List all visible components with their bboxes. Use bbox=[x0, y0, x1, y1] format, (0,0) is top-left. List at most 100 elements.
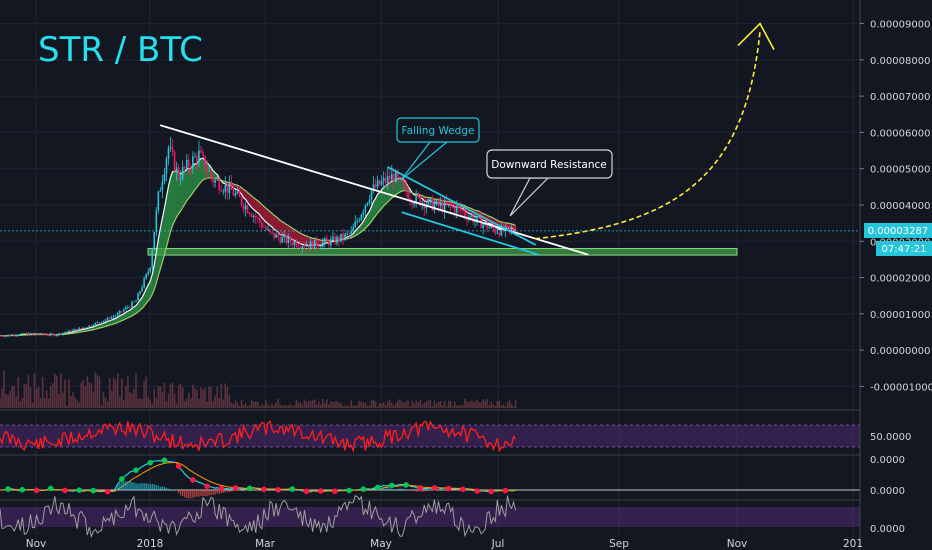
macd-histogram-bar bbox=[472, 490, 474, 492]
candle-body bbox=[129, 307, 131, 308]
candle-body bbox=[384, 177, 387, 183]
macd-histogram-bar bbox=[165, 487, 168, 490]
downward-resistance-label: Downward Resistance bbox=[491, 159, 607, 171]
price-tick-label: 0.00004000 bbox=[870, 201, 930, 212]
price-tick-label: 0.00005000 bbox=[870, 165, 930, 176]
macd-cross-dot bbox=[460, 486, 466, 493]
candle-body bbox=[338, 236, 340, 242]
volume-bar bbox=[299, 402, 302, 408]
candle-body bbox=[261, 222, 263, 228]
rsi-pane bbox=[0, 409, 860, 454]
candle-body bbox=[360, 214, 363, 221]
volume-bar bbox=[238, 405, 241, 408]
volume-bar bbox=[470, 400, 472, 408]
price-tick-label: 0.00008000 bbox=[870, 56, 930, 67]
candle-body bbox=[427, 199, 430, 205]
macd-cross-dot bbox=[317, 488, 324, 494]
candle-body bbox=[131, 301, 133, 308]
macd-histogram-bar bbox=[123, 481, 125, 490]
falling-wedge-callout[interactable]: Falling Wedge bbox=[396, 117, 480, 181]
candle-body bbox=[397, 171, 399, 178]
volume-bar bbox=[336, 400, 338, 408]
candle-body bbox=[350, 231, 352, 235]
volume-bar bbox=[328, 404, 330, 408]
candle-body bbox=[230, 182, 233, 190]
volume-bar bbox=[496, 401, 499, 408]
candle-body bbox=[388, 175, 391, 180]
volume-bar bbox=[104, 397, 107, 408]
rsi-line bbox=[0, 420, 517, 454]
volume-bar bbox=[192, 384, 194, 408]
candle-body bbox=[118, 311, 121, 314]
volume-bar bbox=[224, 383, 227, 408]
macd-histogram-bar bbox=[119, 483, 121, 490]
volume-bar bbox=[141, 398, 143, 408]
candle-body bbox=[462, 211, 464, 212]
candle-body bbox=[382, 177, 385, 182]
candle-body bbox=[194, 156, 196, 158]
ribbon-segment bbox=[267, 209, 270, 226]
ribbon-segment bbox=[190, 165, 193, 196]
ribbon-segment bbox=[121, 313, 124, 321]
macd-cross-dot bbox=[332, 488, 338, 495]
volume-bar bbox=[242, 404, 245, 408]
candle-body bbox=[336, 236, 338, 244]
candle-body bbox=[439, 203, 442, 206]
volume-bar bbox=[295, 400, 298, 408]
candle-body bbox=[265, 227, 267, 230]
macd-signal-line bbox=[0, 462, 516, 492]
candle-body bbox=[41, 333, 44, 335]
volume-bar bbox=[380, 403, 383, 408]
macd-histogram-bar bbox=[151, 483, 153, 490]
candle-body bbox=[218, 179, 221, 191]
candle-body bbox=[125, 307, 127, 310]
candle-body bbox=[344, 233, 346, 239]
volume-bar bbox=[313, 399, 316, 408]
candle-body bbox=[232, 189, 235, 196]
candle-body bbox=[354, 221, 357, 228]
ribbon-segment bbox=[148, 281, 151, 301]
candle-body bbox=[250, 214, 253, 217]
downward-resistance-callout[interactable]: Downward Resistance bbox=[486, 149, 613, 217]
candle-body bbox=[49, 333, 52, 336]
macd-histogram-bar bbox=[182, 490, 184, 497]
macd-cross-dot bbox=[289, 486, 296, 492]
volume-histogram bbox=[0, 370, 517, 408]
candle-body bbox=[453, 207, 456, 213]
candle-body bbox=[248, 213, 251, 215]
candle-body bbox=[364, 205, 367, 212]
candle-body bbox=[334, 236, 336, 244]
volume-bar bbox=[425, 401, 428, 408]
ribbon-segment bbox=[284, 222, 287, 237]
volume-bar bbox=[275, 402, 277, 408]
candle-body bbox=[206, 169, 208, 172]
candle-body bbox=[494, 228, 497, 234]
macd-histogram-bar bbox=[98, 490, 101, 491]
volume-bar bbox=[171, 382, 174, 408]
candle-body bbox=[137, 293, 139, 301]
ribbon-segment bbox=[170, 171, 173, 232]
macd-histogram-bar bbox=[484, 490, 486, 491]
candle-body bbox=[321, 242, 324, 247]
volume-bar bbox=[393, 405, 395, 408]
ribbon-segment bbox=[243, 189, 246, 200]
volume-bar bbox=[143, 381, 145, 408]
volume-bar bbox=[51, 383, 54, 408]
candle-body bbox=[244, 205, 247, 210]
volume-bar bbox=[297, 402, 300, 408]
macd-histogram-bar bbox=[344, 489, 346, 490]
macd-cross-dot bbox=[388, 482, 395, 489]
macd-histogram-bar bbox=[431, 490, 434, 491]
volume-bar bbox=[175, 403, 178, 408]
macd-histogram-bar bbox=[232, 490, 235, 491]
candle-body bbox=[96, 322, 99, 323]
candle-body bbox=[47, 335, 50, 336]
macd-histogram-bar bbox=[480, 490, 482, 491]
volume-bar bbox=[49, 385, 52, 408]
candle-body bbox=[163, 173, 166, 182]
volume-bar bbox=[118, 396, 121, 408]
volume-bar bbox=[348, 406, 350, 408]
macd-cross-dot bbox=[246, 485, 253, 492]
last-price-badge: 0.00003287 07:47:21 bbox=[864, 223, 932, 256]
